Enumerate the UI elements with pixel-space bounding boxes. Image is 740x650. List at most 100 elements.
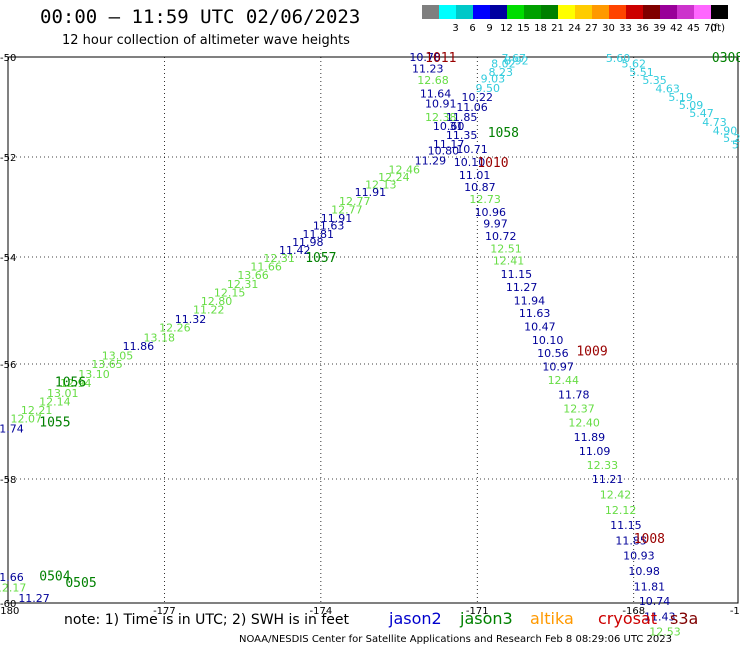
data-point-label: 12.31	[227, 278, 259, 291]
pass-time-label: 1011	[425, 51, 456, 66]
pass-time-label: 0505	[65, 576, 96, 591]
data-point-label: 8.92	[504, 55, 529, 68]
color-scale-label: 24	[568, 23, 581, 34]
data-point-label: 12.13	[365, 179, 397, 192]
y-tick-label: -58	[0, 475, 16, 486]
data-point-label: 12.42	[600, 489, 632, 502]
data-point-label: 12.26	[159, 322, 191, 335]
data-point-label: 12.14	[39, 395, 71, 408]
legend-item-s3a: s3a	[670, 609, 699, 628]
data-point-label: 11.15	[610, 519, 642, 532]
data-point-label: 11.98	[292, 236, 324, 249]
data-point-label: 12.41	[493, 255, 525, 268]
color-scale-label: 42	[670, 23, 683, 34]
footer-note: note: 1) Time is in UTC; 2) SWH is in fe…	[64, 612, 350, 628]
data-point-label: 10.10	[454, 156, 486, 169]
pass-time-label: 1009	[576, 345, 607, 360]
x-tick-label: -174	[310, 606, 333, 617]
color-scale-label: 33	[619, 23, 632, 34]
data-point-label: 12.77	[331, 204, 363, 217]
color-scale-label: 70	[704, 23, 717, 34]
data-point-label: 11.86	[123, 340, 155, 353]
color-scale-label: 18	[534, 23, 547, 34]
color-scale-label: 3	[452, 23, 459, 34]
data-point-label: 12.53	[649, 626, 681, 639]
color-scale-label: 30	[602, 23, 615, 34]
color-scale-label: 45	[687, 23, 700, 34]
data-point-label: 12.37	[563, 402, 595, 415]
data-point-label: 8.02	[491, 58, 516, 71]
data-point-label: 13.05	[102, 349, 134, 362]
data-point-label: 7.67	[502, 52, 527, 65]
color-scale-swatch	[490, 5, 507, 19]
data-point-label: 10.56	[537, 347, 569, 360]
pass-time-label: 0308	[712, 51, 740, 66]
page-subtitle: 12 hour collection of altimeter wave hei…	[62, 33, 350, 48]
y-tick-label: -50	[0, 53, 16, 64]
data-point-label: 12.12	[605, 504, 637, 517]
data-point-label: 8.23	[489, 66, 514, 79]
x-tick-label: -16	[730, 606, 740, 617]
pass-time-label: 1057	[305, 251, 336, 266]
data-point-label: 13.18	[143, 331, 175, 344]
color-scale-swatch	[456, 5, 473, 19]
data-point-label: 11.43	[644, 611, 676, 624]
color-scale-label: 9	[486, 23, 493, 34]
data-point-label: 11.63	[313, 220, 345, 233]
data-point-label: 11.74	[0, 422, 24, 435]
y-tick-label: -56	[0, 360, 16, 371]
data-point-label: 5.09	[679, 99, 704, 112]
data-point-label: 4.73	[702, 116, 727, 129]
color-scale-swatch	[660, 5, 677, 19]
data-point-label: 12.80	[201, 295, 233, 308]
y-tick-label: -54	[0, 253, 16, 264]
data-point-label: 11.06	[456, 101, 488, 114]
color-scale-swatch	[609, 5, 626, 19]
data-point-label: 11.09	[579, 445, 611, 458]
data-point-label: 11.29	[415, 155, 447, 168]
data-point-label: 31	[449, 120, 463, 133]
data-point-label: 10.74	[639, 595, 671, 608]
data-point-label: 5.19	[668, 91, 693, 104]
data-point-label: 12.94	[60, 377, 92, 390]
color-scale-swatch	[558, 5, 575, 19]
pass-time-label: 1008	[634, 532, 665, 547]
data-point-label: 11.27	[506, 281, 538, 294]
color-scale-label: 15	[517, 23, 530, 34]
data-point-label: 11.27	[18, 592, 50, 605]
data-point-label: 9.03	[481, 73, 506, 86]
data-point-label: 11.01	[459, 169, 491, 182]
data-point-label: 11.89	[574, 431, 606, 444]
legend-item-cryosat: cryosat	[598, 609, 658, 628]
x-tick-label: -177	[153, 606, 176, 617]
data-point-label: 12.31	[263, 252, 295, 265]
data-point-label: 5.51	[629, 66, 654, 79]
data-point-label: 11.81	[634, 580, 666, 593]
data-point-label: 11.66	[250, 261, 282, 274]
data-point-label: 5.47	[689, 107, 714, 120]
data-point-label: 10.22	[462, 91, 494, 104]
data-point-label: 11.22	[193, 303, 225, 316]
data-point-label: 5.62	[621, 58, 646, 71]
data-point-label: 12.51	[490, 243, 522, 256]
x-tick-label: -171	[466, 606, 489, 617]
color-scale-swatch	[473, 5, 490, 19]
color-scale-swatch	[575, 5, 592, 19]
color-scale-label: 39	[653, 23, 666, 34]
data-point-label: 12.46	[389, 164, 421, 177]
data-point-label: 10.96	[475, 206, 507, 219]
color-scale-label: 21	[551, 23, 564, 34]
data-point-label: 10.71	[456, 143, 488, 156]
data-point-label: 9.50	[475, 82, 500, 95]
data-point-label: 10.80	[428, 145, 460, 158]
data-point-label: 11.42	[279, 244, 311, 257]
legend-item-jason2: jason2	[389, 609, 442, 628]
color-scale-swatch	[677, 5, 694, 19]
color-scale-label: 12	[500, 23, 513, 34]
pass-time-label: 1056	[55, 375, 86, 390]
legend-item-jason3: jason3	[460, 609, 513, 628]
data-point-label: 11.23	[412, 63, 444, 76]
data-point-label: 11.81	[303, 228, 335, 241]
color-scale-label: 36	[636, 23, 649, 34]
data-point-label: 11.85	[615, 534, 647, 547]
